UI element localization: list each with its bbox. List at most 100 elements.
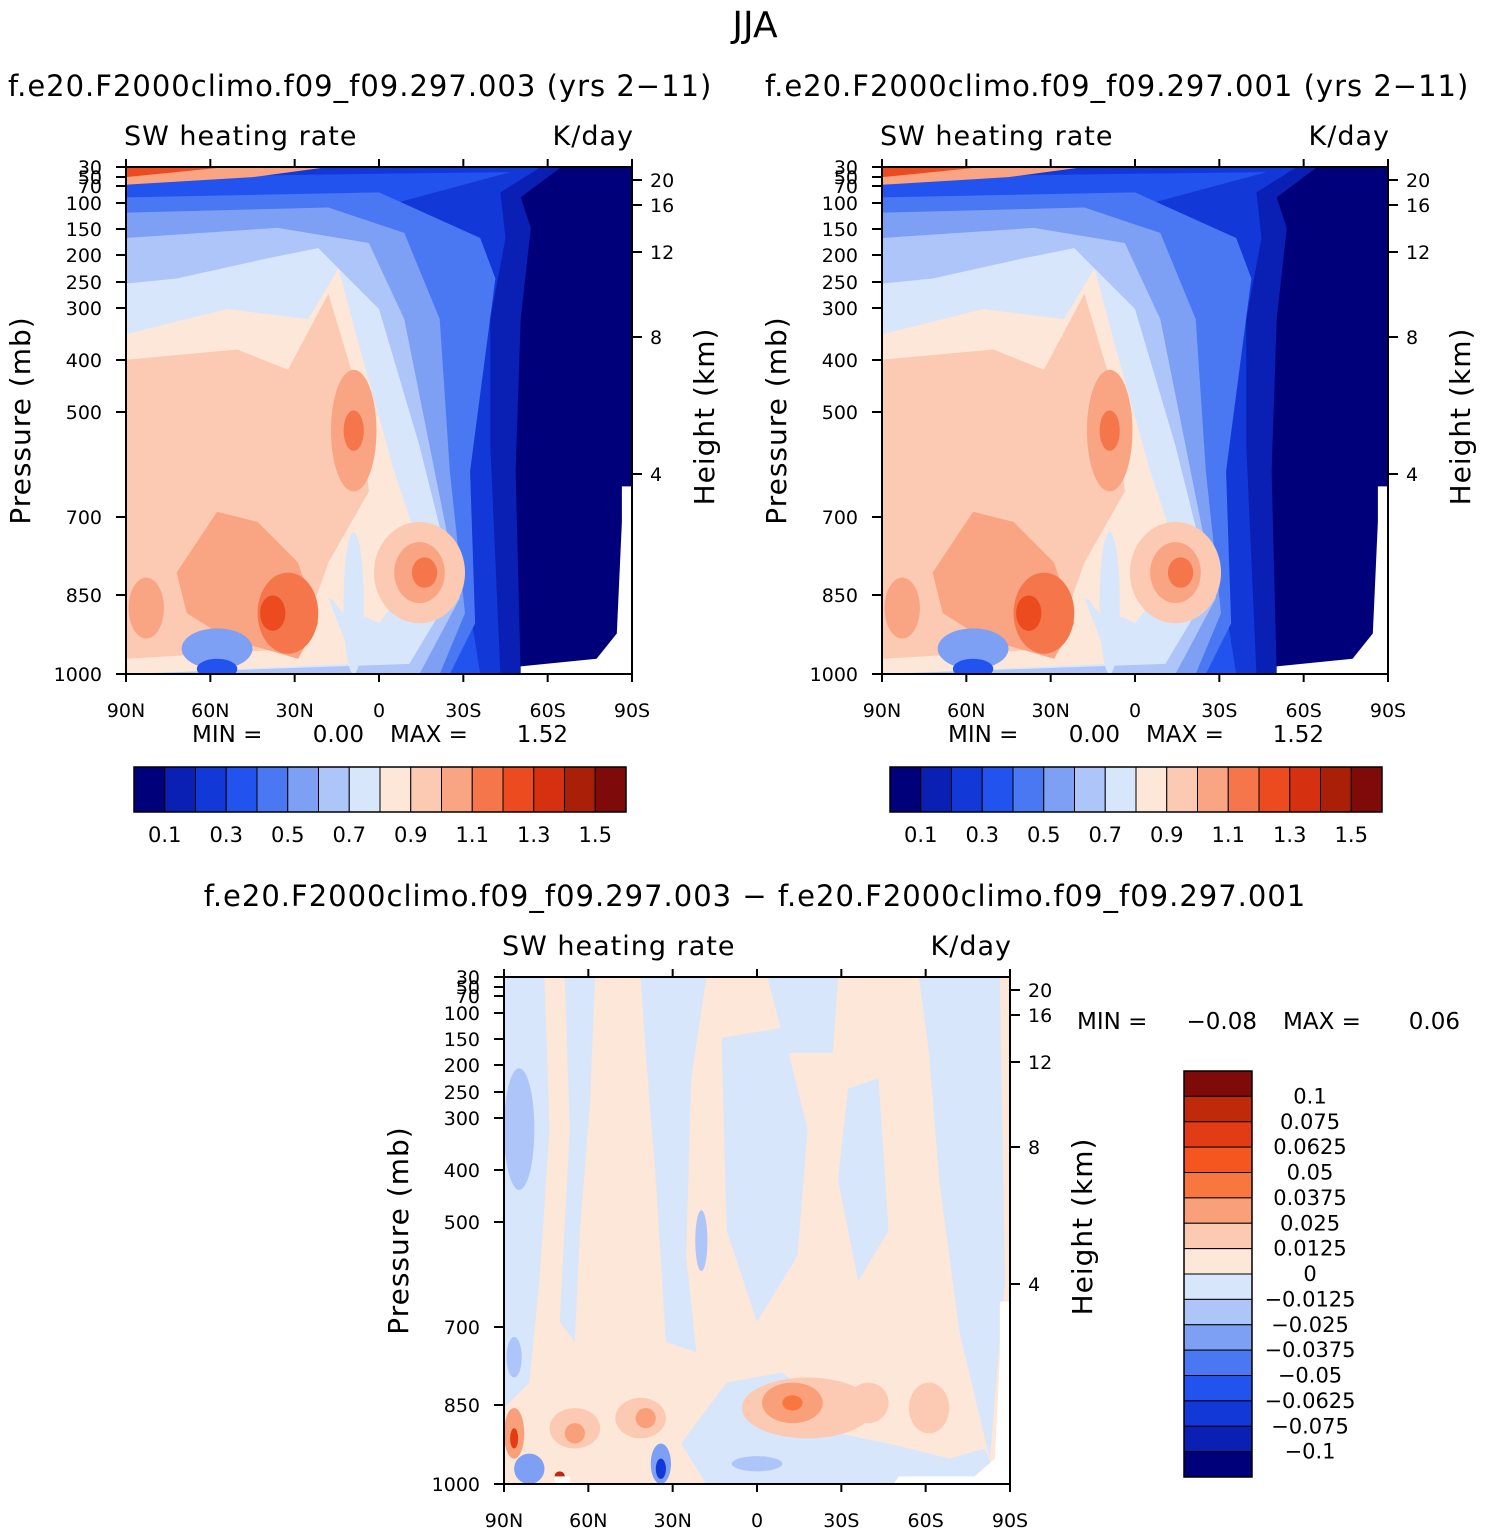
x-tick-label: 30S [445, 700, 481, 722]
y-tick-label: 70 [834, 176, 858, 198]
contour-field [126, 167, 632, 674]
y-tick-label: 700 [66, 507, 102, 529]
y-tick-label: 500 [444, 1212, 480, 1234]
colorbar-label: 0.025 [1280, 1211, 1340, 1235]
y-tick-label: 250 [822, 272, 858, 294]
contour-band [411, 557, 438, 588]
colorbar-swatch [1183, 1324, 1253, 1351]
x-tick-label: 90N [485, 1510, 523, 1531]
contour-band [343, 532, 364, 674]
colorbar-swatch [1183, 1349, 1253, 1376]
y2-tick-label: 8 [1028, 1137, 1040, 1159]
contour-band [126, 167, 228, 178]
colorbar-swatch [195, 766, 227, 813]
x-tick-label: 0 [373, 700, 385, 722]
y-tick-label: 1000 [54, 664, 102, 686]
y-tick-label: 50 [78, 167, 102, 189]
contour-band [196, 658, 238, 674]
contour-band [884, 577, 920, 639]
min-value: 0.00 [313, 722, 364, 748]
contour-band [782, 1395, 803, 1411]
y2-axis-label: Height (km) [688, 328, 721, 506]
x-tick-label: 90N [107, 700, 145, 722]
y-tick-label: 70 [78, 176, 102, 198]
colorbar-swatch [1043, 766, 1075, 813]
x-tick-label: 30S [1201, 700, 1237, 722]
colorbar-frame [133, 766, 627, 813]
colorbar-swatch [1183, 1172, 1253, 1199]
contour-band [504, 1068, 535, 1190]
colorbar-swatch [981, 766, 1014, 813]
y2-axis-label: Height (km) [1444, 328, 1477, 506]
x-tick-label: 90S [1370, 700, 1406, 722]
x-tick-label: 60N [191, 700, 229, 722]
y-tick-label: 500 [66, 402, 102, 424]
colorbar-swatch [889, 766, 922, 813]
max-value: 1.52 [517, 722, 568, 748]
colorbar-swatch [1258, 766, 1291, 813]
contour-band [128, 577, 164, 639]
max-label: MAX = [1146, 722, 1224, 748]
y-tick-label: 250 [66, 272, 102, 294]
contour-band [640, 977, 707, 1353]
contour-band [695, 1210, 708, 1272]
min-value: −0.08 [1187, 1009, 1257, 1035]
x-tick-label: 90N [863, 700, 901, 722]
colorbar-swatch [533, 766, 565, 813]
y-tick-label: 150 [444, 1029, 480, 1051]
colorbar-swatch [410, 766, 442, 813]
contour-band [257, 572, 319, 654]
x-tick-label: 60S [908, 1510, 944, 1531]
x-tick-label: 30N [653, 1510, 691, 1531]
colorbar-swatch [1135, 766, 1168, 813]
colorbar-swatch [1197, 766, 1229, 813]
y-tick-label: 700 [444, 1317, 480, 1339]
colorbar-label: 0.0125 [1273, 1237, 1346, 1261]
contour-band [260, 595, 286, 631]
x-tick-label: 30N [1031, 700, 1069, 722]
y-tick-label: 150 [66, 219, 102, 241]
y-tick-label: 300 [66, 298, 102, 320]
contour-field [882, 167, 1388, 674]
contour-band [520, 486, 632, 674]
colorbar-swatch [1183, 1146, 1253, 1173]
colorbar-label: 1.1 [456, 823, 489, 847]
y-tick-label: 30 [834, 157, 858, 179]
colorbar-label: 0.5 [1027, 823, 1060, 847]
min-label: MIN = [192, 722, 262, 748]
colorbar-label: 0.0375 [1273, 1186, 1346, 1210]
contour-band [721, 1027, 808, 1322]
min-value: 0.00 [1069, 722, 1120, 748]
y2-tick-label: 20 [650, 170, 674, 192]
colorbar-swatch [1183, 1248, 1253, 1275]
colorbar: 0.10.0750.06250.050.03750.0250.01250−0.0… [1183, 1070, 1356, 1478]
x-tick-label: 30N [275, 700, 313, 722]
y-tick-label: 50 [456, 977, 480, 999]
colorbar-label: 0.1 [1293, 1084, 1326, 1108]
x-tick-label: 60S [530, 700, 566, 722]
y2-tick-label: 16 [1406, 195, 1430, 217]
colorbar-swatch [1183, 1197, 1253, 1224]
x-tick-label: 60S [1286, 700, 1322, 722]
colorbar-swatch [1350, 766, 1383, 813]
colorbar-swatch [348, 766, 381, 813]
y-axis-label: Pressure (mb) [4, 316, 37, 524]
max-label: MAX = [390, 722, 468, 748]
colorbar-label: 1.5 [1335, 823, 1368, 847]
colorbar-label: −0.025 [1271, 1313, 1349, 1337]
y2-tick-label: 12 [1406, 242, 1430, 264]
colorbar-swatch [1183, 1222, 1253, 1250]
x-tick-label: 60N [569, 1510, 607, 1531]
panel-title-run-001: f.e20.F2000climo.f09_f09.297.001 (yrs 2−… [765, 69, 1470, 103]
y-tick-label: 200 [66, 245, 102, 267]
contour-band [506, 1336, 522, 1378]
colorbar-swatch [1183, 1400, 1253, 1427]
colorbar-swatch [1104, 766, 1137, 813]
colorbar-swatch [1183, 1070, 1253, 1097]
y-tick-label: 250 [444, 1082, 480, 1104]
y-tick-label: 1000 [810, 664, 858, 686]
colorbar-swatch [164, 766, 196, 813]
y-tick-label: 100 [822, 193, 858, 215]
